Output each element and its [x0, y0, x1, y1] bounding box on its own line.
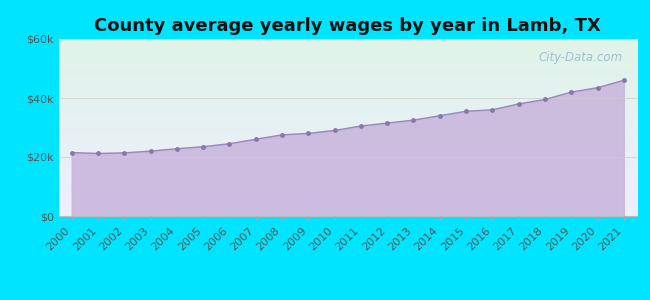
Text: City-Data.com: City-Data.com [538, 51, 623, 64]
Title: County average yearly wages by year in Lamb, TX: County average yearly wages by year in L… [94, 17, 601, 35]
